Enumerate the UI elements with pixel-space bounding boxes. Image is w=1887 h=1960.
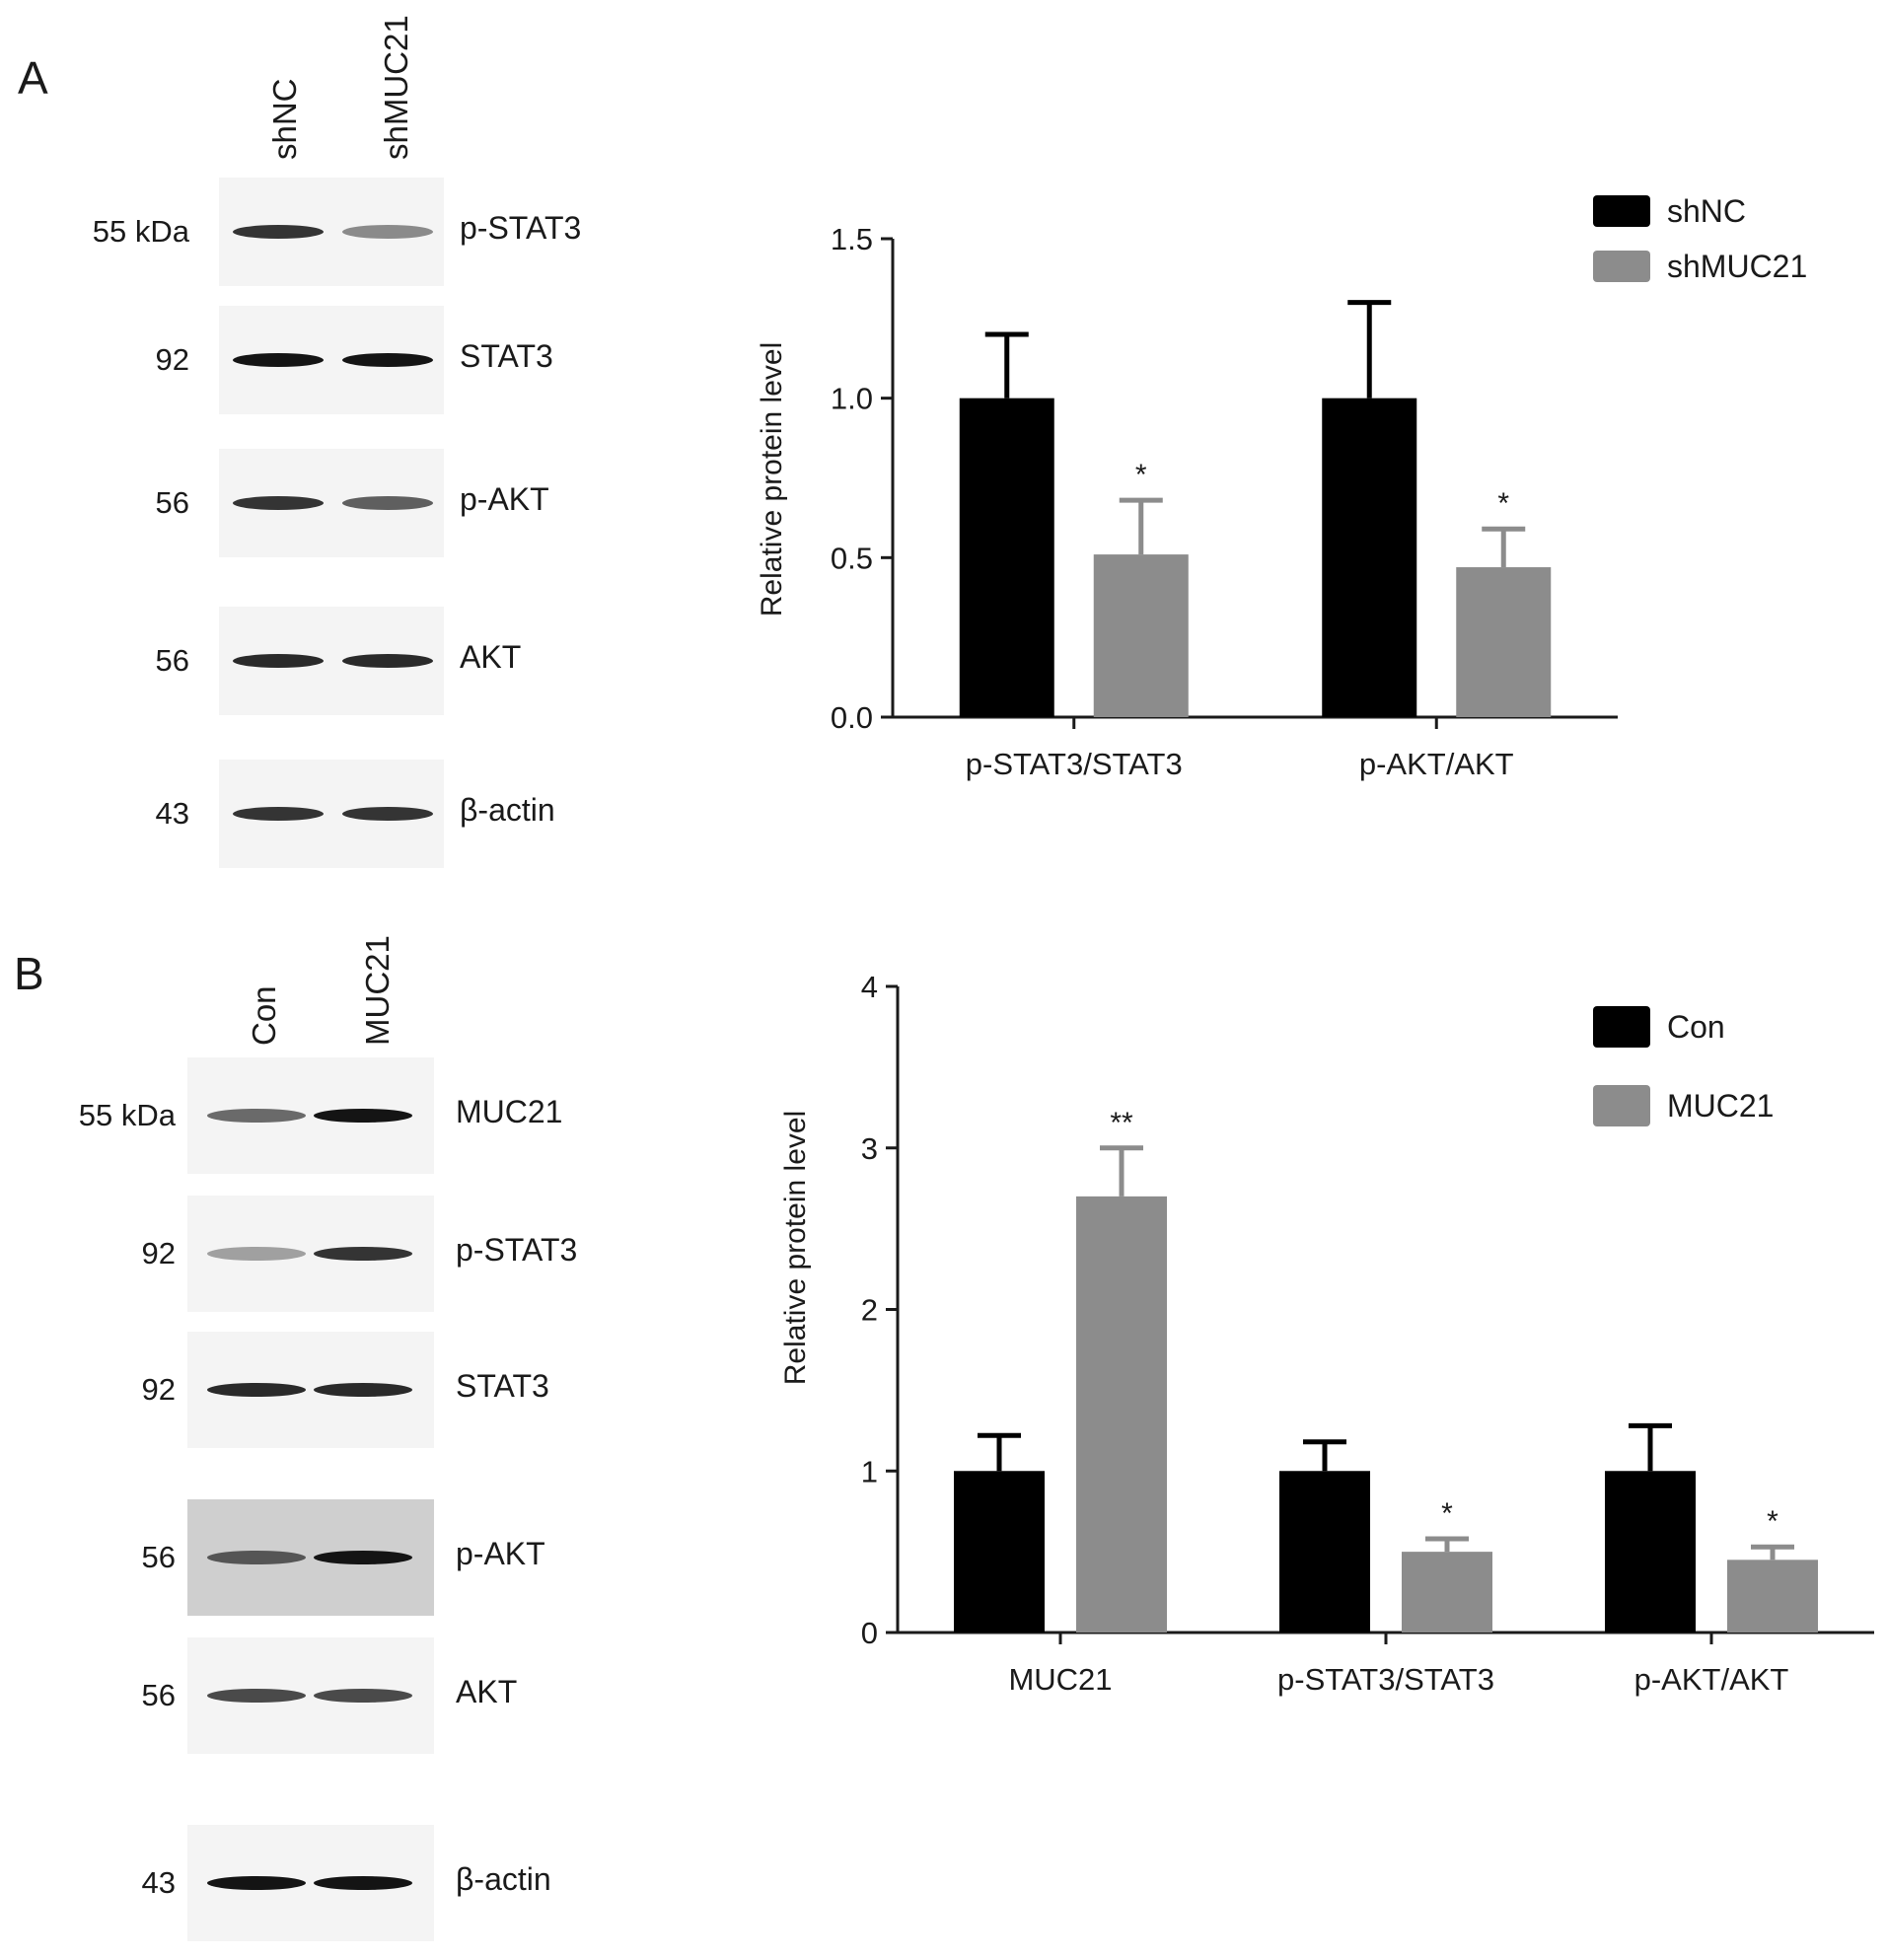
legend-swatch [1593, 195, 1650, 227]
x-tick-label: p-STAT3/STAT3 [966, 747, 1183, 781]
y-tick-label: 3 [861, 1131, 878, 1166]
molecular-weight-label: 56 [141, 1678, 176, 1712]
protein-band [233, 353, 324, 367]
protein-band [314, 1247, 412, 1261]
protein-band [207, 1876, 306, 1890]
molecular-weight-label: 56 [141, 1540, 176, 1574]
protein-band [233, 807, 324, 821]
bar-shnc [1322, 398, 1417, 717]
legend-swatch [1593, 251, 1650, 282]
protein-band [207, 1551, 306, 1564]
protein-label: p-AKT [456, 1536, 545, 1571]
y-tick-label: 1.0 [831, 382, 873, 416]
legend-label: shNC [1667, 193, 1746, 229]
y-tick-label: 1.5 [831, 222, 873, 256]
panel-b-letter: B [14, 948, 44, 999]
significance-marker: * [1497, 487, 1509, 520]
protein-band [314, 1109, 412, 1123]
bar-muc21 [1402, 1552, 1492, 1633]
molecular-weight-label: 55 kDa [92, 214, 189, 249]
molecular-weight-label: 55 kDa [78, 1098, 176, 1132]
protein-band [342, 225, 433, 239]
bar-con [954, 1471, 1045, 1633]
molecular-weight-label: 92 [141, 1236, 176, 1270]
molecular-weight-label: 56 [155, 485, 189, 520]
protein-band [342, 654, 433, 668]
y-tick-label: 0.5 [831, 541, 873, 575]
protein-band [233, 654, 324, 668]
x-tick-label: p-STAT3/STAT3 [1277, 1662, 1494, 1697]
protein-band [314, 1383, 412, 1397]
y-tick-label: 1 [861, 1454, 878, 1488]
molecular-weight-label: 43 [141, 1865, 176, 1900]
significance-marker: * [1441, 1497, 1453, 1530]
chart-a-ylabel: Relative protein level [756, 342, 788, 617]
protein-band [314, 1876, 412, 1890]
protein-band [342, 353, 433, 367]
protein-band [207, 1247, 306, 1261]
significance-marker: ** [1110, 1107, 1133, 1139]
significance-marker: * [1767, 1505, 1778, 1538]
y-tick-label: 0 [861, 1616, 878, 1650]
bar-con [1279, 1471, 1370, 1633]
protein-band [314, 1689, 412, 1703]
x-tick-label: p-AKT/AKT [1359, 747, 1514, 781]
molecular-weight-label: 43 [155, 796, 189, 831]
bar-shnc [959, 398, 1054, 717]
bar-shmuc21 [1456, 567, 1552, 717]
protein-label: STAT3 [460, 338, 553, 374]
chart-b-ylabel: Relative protein level [779, 1111, 812, 1385]
legend-swatch [1593, 1006, 1650, 1048]
x-tick-label: MUC21 [1008, 1662, 1112, 1697]
protein-band [233, 225, 324, 239]
legend-label: Con [1667, 1009, 1725, 1045]
protein-band [233, 496, 324, 510]
protein-band [207, 1383, 306, 1397]
protein-band [342, 496, 433, 510]
y-tick-label: 4 [861, 970, 878, 1004]
x-tick-label: p-AKT/AKT [1634, 1662, 1789, 1697]
bar-muc21 [1076, 1196, 1167, 1633]
bar-shmuc21 [1093, 554, 1189, 717]
protein-label: p-AKT [460, 481, 549, 517]
protein-label: p-STAT3 [460, 210, 582, 246]
legend-swatch [1593, 1085, 1650, 1126]
protein-band [314, 1551, 412, 1564]
legend-label: MUC21 [1667, 1088, 1774, 1124]
significance-marker: * [1135, 459, 1147, 491]
protein-label: p-STAT3 [456, 1232, 578, 1268]
protein-label: MUC21 [456, 1094, 563, 1129]
protein-band [207, 1689, 306, 1703]
bar-muc21 [1727, 1560, 1818, 1633]
protein-label: β-actin [456, 1861, 551, 1897]
molecular-weight-label: 56 [155, 643, 189, 678]
legend-label: shMUC21 [1667, 249, 1807, 284]
protein-band [207, 1109, 306, 1123]
protein-label: AKT [456, 1674, 518, 1709]
bar-con [1605, 1471, 1696, 1633]
panel-a-letter: A [18, 52, 48, 104]
molecular-weight-label: 92 [155, 342, 189, 377]
protein-label: β-actin [460, 792, 555, 828]
molecular-weight-label: 92 [141, 1372, 176, 1407]
y-tick-label: 0.0 [831, 700, 873, 735]
protein-band [342, 807, 433, 821]
y-tick-label: 2 [861, 1293, 878, 1328]
protein-label: STAT3 [456, 1368, 549, 1404]
protein-label: AKT [460, 639, 522, 675]
